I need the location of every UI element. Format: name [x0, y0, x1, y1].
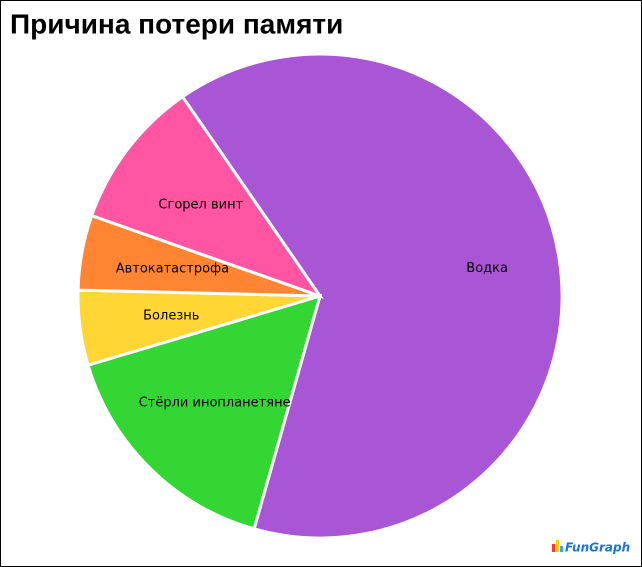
logo-bar: [556, 540, 559, 552]
logo-bar: [560, 546, 563, 552]
pie-slice: [89, 94, 324, 299]
slice-label: Болезнь: [143, 308, 199, 323]
watermark: FunGraph: [565, 541, 630, 555]
logo: FunGraph: [552, 540, 630, 555]
slice-label: Стёрли инопланетяне: [139, 395, 291, 410]
pie-slice: [180, 52, 564, 540]
pie-slice: [86, 293, 323, 531]
slice-label: Автокатастрофа: [116, 261, 229, 276]
logo-bar: [552, 544, 555, 552]
slice-label: Водка: [466, 261, 508, 276]
slice-label: Сгорел винт: [158, 197, 243, 212]
chart-title: Причина потери памяти: [10, 8, 343, 39]
